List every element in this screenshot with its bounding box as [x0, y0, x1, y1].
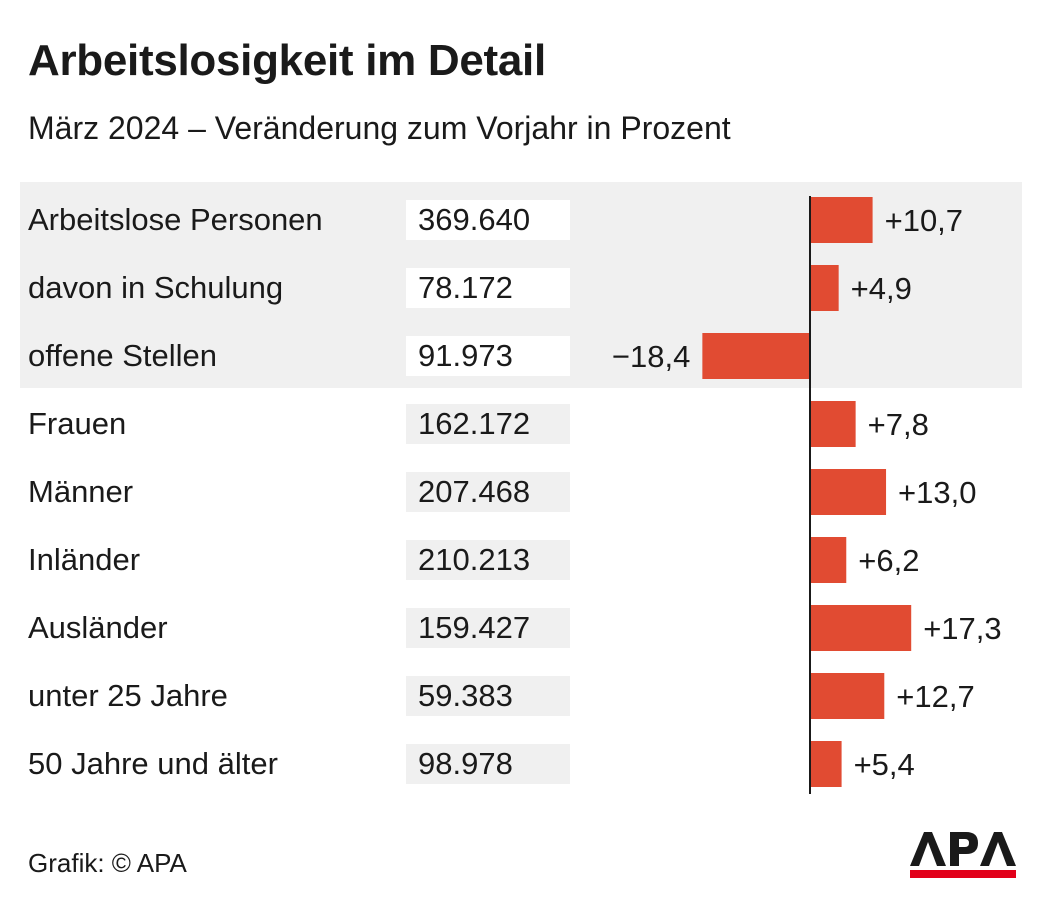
- chart-title: Arbeitslosigkeit im Detail: [28, 36, 546, 85]
- absolute-value: 369.640: [406, 200, 570, 240]
- row-label: unter 25 Jahre: [28, 678, 228, 713]
- bar: [810, 673, 885, 719]
- row-label: Frauen: [28, 406, 127, 441]
- absolute-value: 98.978: [406, 744, 570, 784]
- bar: [810, 537, 847, 583]
- absolute-value: 162.172: [406, 404, 570, 444]
- row-label: 50 Jahre und älter: [28, 746, 278, 781]
- bar: [810, 605, 912, 651]
- value-label: +7,8: [868, 407, 929, 442]
- value-label: +10,7: [885, 203, 963, 238]
- value-label: +17,3: [923, 611, 1001, 646]
- row-label: offene Stellen: [28, 338, 218, 373]
- source-credit: Grafik: © APA: [28, 848, 187, 878]
- bar: [702, 333, 810, 379]
- bar: [810, 197, 873, 243]
- row-label: Männer: [28, 474, 134, 509]
- bar: [810, 401, 856, 447]
- value-label: +12,7: [896, 679, 974, 714]
- row-label: Inländer: [28, 542, 141, 577]
- value-label: +6,2: [858, 543, 919, 578]
- absolute-value: 91.973: [406, 336, 570, 376]
- row-label: Arbeitslose Personen: [28, 202, 323, 237]
- value-label: +4,9: [851, 271, 912, 306]
- value-label: +13,0: [898, 475, 976, 510]
- bar: [810, 741, 842, 787]
- row-label: Ausländer: [28, 610, 168, 645]
- absolute-value: 159.427: [406, 608, 570, 648]
- chart-subtitle: März 2024 – Veränderung zum Vorjahr in P…: [28, 110, 731, 146]
- absolute-value: 59.383: [406, 676, 570, 716]
- row-label: davon in Schulung: [28, 270, 284, 305]
- value-label: −18,4: [612, 339, 690, 374]
- bar: [810, 265, 839, 311]
- value-label: +5,4: [854, 747, 915, 782]
- absolute-value: 207.468: [406, 472, 570, 512]
- bar: [810, 469, 887, 515]
- absolute-value: 78.172: [406, 268, 570, 308]
- apa-logo: [910, 832, 1016, 878]
- absolute-value: 210.213: [406, 540, 570, 580]
